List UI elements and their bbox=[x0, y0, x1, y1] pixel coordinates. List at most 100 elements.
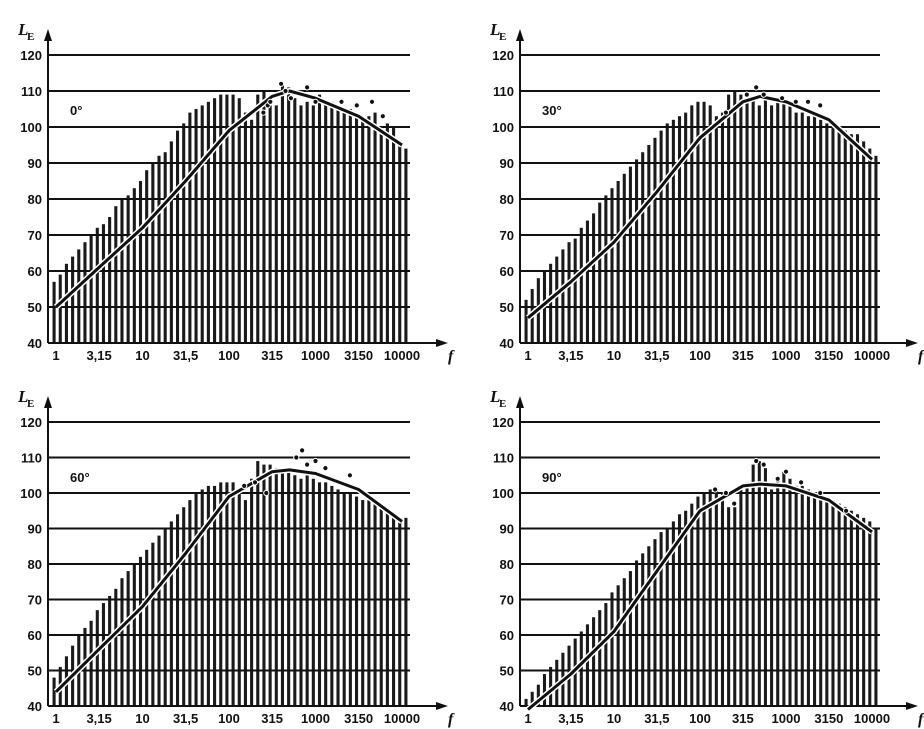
bar bbox=[194, 109, 198, 343]
data-point bbox=[731, 500, 738, 507]
data-point bbox=[304, 84, 311, 91]
bar bbox=[684, 510, 688, 706]
bar bbox=[274, 105, 278, 344]
bar bbox=[385, 510, 389, 706]
bar bbox=[745, 101, 749, 343]
x-tick-label: 31,5 bbox=[644, 348, 669, 363]
bar bbox=[567, 242, 571, 343]
bar bbox=[52, 281, 56, 343]
bar bbox=[182, 123, 186, 344]
bar bbox=[585, 624, 589, 706]
bar bbox=[404, 517, 408, 706]
data-point bbox=[322, 465, 329, 472]
bar bbox=[311, 105, 315, 344]
bar bbox=[819, 119, 823, 343]
x-tick-label: 10000 bbox=[384, 711, 420, 726]
chart-panel-3: 40 50 60 70 80 90 100 110 120 1 3,15 10 31,5 100 315 10… bbox=[489, 387, 924, 728]
bar bbox=[579, 631, 583, 706]
y-axis-label: L bbox=[489, 20, 500, 39]
bar bbox=[385, 123, 389, 344]
y-tick-label: 40 bbox=[500, 336, 514, 351]
bar bbox=[524, 299, 528, 343]
bar bbox=[206, 101, 210, 343]
bar bbox=[677, 514, 682, 706]
bar bbox=[126, 195, 130, 343]
x-tick-label: 31,5 bbox=[173, 348, 198, 363]
bar bbox=[138, 181, 143, 343]
bar bbox=[616, 181, 620, 343]
bar bbox=[849, 510, 853, 706]
bar bbox=[708, 489, 712, 706]
annotation-background bbox=[66, 101, 102, 119]
bar bbox=[188, 500, 192, 706]
bar bbox=[163, 528, 167, 706]
bar bbox=[825, 123, 829, 344]
bar bbox=[324, 101, 328, 343]
bar bbox=[542, 674, 547, 706]
bar bbox=[126, 571, 130, 706]
x-tick-label: 315 bbox=[732, 711, 754, 726]
bar bbox=[641, 553, 645, 706]
bar bbox=[361, 500, 365, 706]
bar bbox=[138, 556, 143, 706]
bar bbox=[274, 468, 278, 706]
bar bbox=[175, 130, 180, 343]
bar bbox=[610, 592, 614, 706]
bar bbox=[862, 141, 866, 343]
angle-annotation: 60° bbox=[70, 470, 90, 485]
bar bbox=[95, 610, 99, 706]
bar bbox=[398, 141, 402, 343]
bar bbox=[788, 478, 792, 706]
x-axis-arrow bbox=[906, 702, 918, 710]
y-axis-label-subscript: E bbox=[27, 398, 34, 410]
bar bbox=[58, 274, 62, 343]
bar bbox=[293, 475, 297, 706]
bar bbox=[800, 112, 804, 343]
bar bbox=[354, 496, 359, 706]
y-axis-arrow bbox=[516, 29, 524, 41]
bar bbox=[262, 91, 266, 343]
bar bbox=[120, 578, 124, 706]
bar bbox=[89, 235, 93, 343]
bar bbox=[299, 478, 303, 706]
bar bbox=[213, 98, 217, 343]
bar bbox=[524, 698, 528, 706]
bar bbox=[268, 105, 272, 344]
bar bbox=[268, 464, 272, 706]
bar bbox=[287, 468, 291, 706]
y-tick-label: 70 bbox=[500, 593, 514, 608]
data-point bbox=[379, 113, 386, 120]
bar bbox=[256, 94, 260, 343]
bar bbox=[219, 482, 223, 706]
bar bbox=[262, 464, 266, 706]
bar bbox=[163, 152, 167, 343]
bar bbox=[751, 98, 755, 343]
bar bbox=[361, 119, 365, 343]
data-point bbox=[241, 482, 248, 489]
bar bbox=[317, 94, 322, 343]
bar bbox=[800, 485, 804, 706]
bar bbox=[763, 98, 767, 343]
data-point bbox=[312, 98, 319, 105]
bar bbox=[855, 134, 860, 343]
y-tick-label: 60 bbox=[500, 264, 514, 279]
x-tick-label: 3,15 bbox=[86, 348, 111, 363]
bar bbox=[690, 105, 694, 344]
bar bbox=[825, 496, 829, 706]
data-point bbox=[260, 109, 267, 116]
bar bbox=[169, 521, 173, 706]
data-point bbox=[368, 98, 376, 105]
bar bbox=[89, 620, 93, 706]
x-axis-label: f bbox=[918, 348, 924, 365]
bar bbox=[671, 521, 675, 706]
bar bbox=[299, 105, 303, 344]
bar bbox=[665, 528, 669, 706]
bar bbox=[305, 475, 309, 706]
x-tick-label: 3150 bbox=[344, 711, 373, 726]
x-tick-label: 1000 bbox=[772, 711, 801, 726]
bar bbox=[647, 145, 651, 343]
bar bbox=[77, 249, 81, 343]
y-tick-label: 50 bbox=[500, 664, 514, 679]
bar bbox=[293, 98, 297, 343]
x-tick-label: 1 bbox=[524, 711, 531, 726]
